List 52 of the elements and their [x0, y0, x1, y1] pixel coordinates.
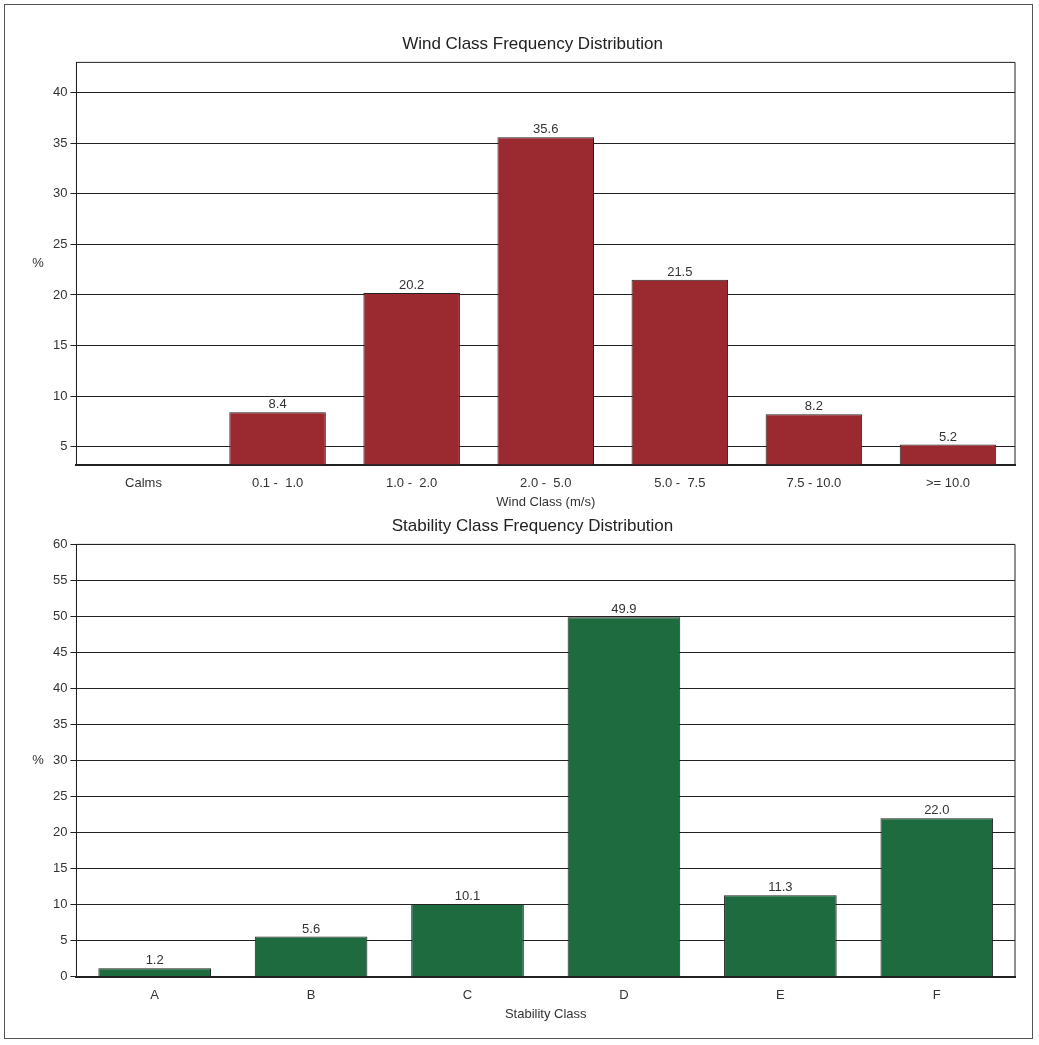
x-tick-label: C — [462, 987, 473, 1003]
x-tick-label: 2.0 - 5.0 — [520, 475, 572, 491]
y-tick-label: 20 — [52, 286, 68, 302]
data-label: 5.6 — [302, 920, 321, 936]
y-tick-label: 10 — [52, 896, 68, 912]
y-tick-label: 30 — [52, 185, 68, 201]
y-tick-label: 55 — [52, 572, 68, 588]
data-label: 21.5 — [667, 263, 693, 279]
x-tick-label: 0.1 - 1.0 — [251, 475, 304, 491]
y-tick-label: 40 — [52, 680, 68, 696]
data-label: 10.1 — [454, 888, 481, 904]
x-tick-label: B — [306, 987, 316, 1003]
data-label: 49.9 — [611, 601, 637, 617]
x-tick-label: 5.0 - 7.5 — [654, 475, 706, 491]
x-tick-label: E — [776, 987, 786, 1003]
x-tick-label: 1.0 - 2.0 — [386, 475, 438, 491]
data-label: 8.2 — [804, 398, 823, 414]
data-label: 5.2 — [938, 428, 957, 444]
x-tick-label: Calms — [125, 475, 163, 491]
x-tick-label: 7.5 - 10.0 — [786, 475, 842, 491]
y-tick-label: 15 — [52, 337, 68, 353]
x-axis-title: Stability Class — [504, 1005, 588, 1021]
y-tick-label: 5 — [60, 438, 68, 454]
y-tick-label: 35 — [52, 716, 68, 732]
y-tick-label: 5 — [60, 932, 68, 948]
y-tick-label: 60 — [52, 535, 68, 551]
x-tick-label: >= 10.0 — [925, 475, 971, 491]
y-tick-label: 10 — [52, 387, 68, 403]
y-tick-label: 25 — [52, 788, 68, 804]
y-tick-label: 0 — [60, 968, 68, 984]
data-label: 8.4 — [268, 396, 287, 412]
chart-title: Stability Class Frequency Distribution — [391, 515, 674, 535]
data-label: 1.2 — [145, 952, 164, 968]
chart-title: Wind Class Frequency Distribution — [402, 33, 663, 53]
y-tick-label: 20 — [52, 824, 68, 840]
data-label: 35.6 — [533, 121, 559, 137]
x-tick-label: A — [150, 987, 160, 1003]
y-tick-label: 50 — [52, 608, 68, 624]
y-tick-label: 45 — [52, 644, 68, 660]
data-label: 22.0 — [924, 802, 950, 818]
y-axis-title: % — [32, 752, 45, 768]
x-tick-label: F — [932, 987, 941, 1003]
y-axis-title: % — [32, 255, 45, 271]
y-tick-label: 35 — [52, 134, 68, 150]
y-tick-label: 40 — [52, 84, 68, 100]
x-tick-label: D — [619, 987, 629, 1003]
y-tick-label: 30 — [52, 752, 68, 768]
data-label: 11.3 — [768, 879, 793, 895]
y-tick-label: 15 — [52, 860, 68, 876]
y-tick-label: 25 — [52, 235, 68, 251]
data-label: 20.2 — [399, 277, 425, 292]
x-axis-title: Wind Class (m/s) — [496, 493, 596, 509]
